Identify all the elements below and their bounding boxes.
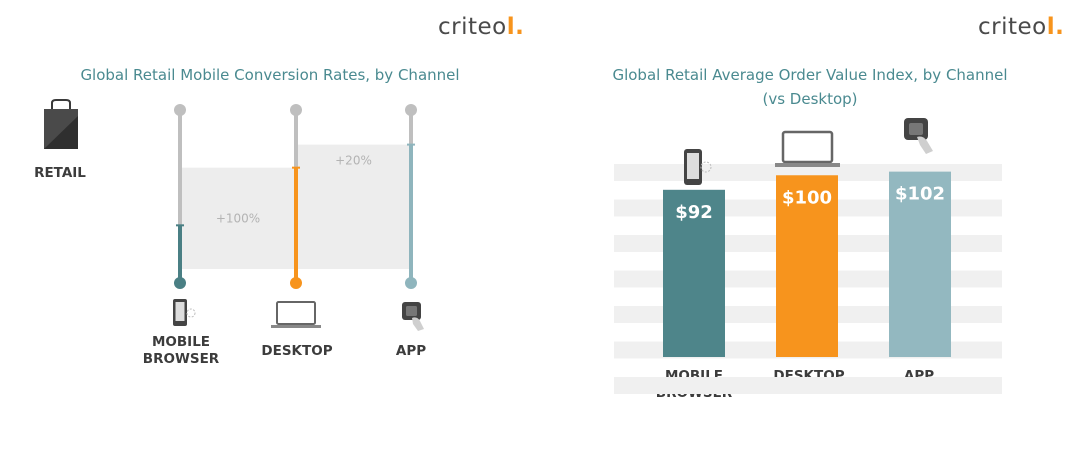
left-label-app: APP: [395, 343, 427, 359]
pole-top-cap-app: [405, 104, 417, 116]
order-value-label-desktop: $100: [782, 187, 832, 208]
criteo-logo-right: criteol.: [978, 14, 1065, 40]
order-value-bar-mobile-browser: [663, 189, 725, 357]
left-label-desktop: DESKTOP: [261, 343, 333, 359]
order-value-bar-desktop: [776, 175, 838, 357]
phone-icon-right: [684, 149, 712, 185]
left-label-mobile-line2: BROWSER: [142, 351, 220, 367]
difference-band-mobile-desktop: [180, 167, 296, 269]
shopping-bag-icon: [44, 99, 78, 149]
laptop-icon-right: [775, 130, 840, 167]
right-chart-subtitle: (vs Desktop): [762, 90, 858, 108]
left-label-mobile-line1: MOBILE: [151, 334, 211, 350]
pole-base-dot-app: [405, 277, 417, 289]
right-chart-title: Global Retail Average Order Value Index,…: [612, 66, 1008, 84]
laptop-icon-left: [271, 301, 321, 328]
pole-base-dot-mobile-browser: [174, 277, 186, 289]
left-label-mobile-browser: MOBILE BROWSER: [136, 334, 226, 368]
pole-top-cap-mobile-browser: [174, 104, 186, 116]
order-value-bar-app: [889, 171, 951, 357]
app-touch-icon-left: [402, 302, 424, 331]
phone-icon-left: [173, 299, 196, 326]
annotation-plus-20: +20%: [335, 154, 372, 168]
retail-label: RETAIL: [34, 165, 86, 181]
order-value-label-mobile-browser: $92: [675, 202, 713, 223]
difference-band-desktop-app: [296, 144, 411, 269]
pole-top-cap-desktop: [290, 104, 302, 116]
left-chart-title: Global Retail Mobile Conversion Rates, b…: [80, 66, 460, 84]
annotation-plus-100: +100%: [216, 211, 260, 225]
pole-base-dot-desktop: [290, 277, 302, 289]
order-value-label-app: $102: [895, 184, 945, 205]
app-touch-icon-right: [904, 118, 933, 154]
grid-stripe: [614, 377, 1002, 394]
criteo-logo-left: criteol.: [438, 14, 525, 40]
